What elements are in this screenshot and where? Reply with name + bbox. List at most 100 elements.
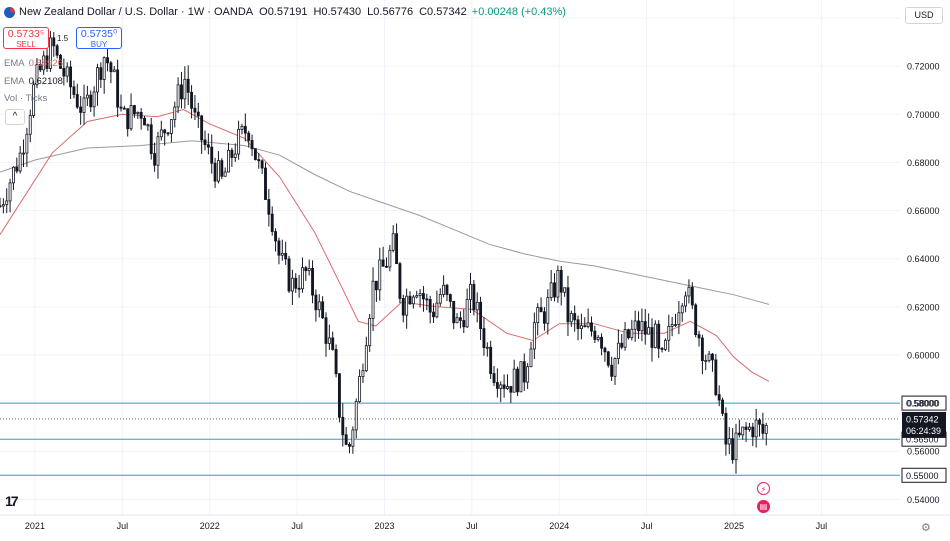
candle-body <box>398 263 402 299</box>
buy-button[interactable]: 0.5735⁰ BUY <box>76 27 122 49</box>
ema-fast-legend[interactable]: EMA 0.58926 <box>4 58 63 69</box>
candle-body <box>418 293 422 296</box>
candle-body <box>180 84 183 100</box>
currency-selector[interactable]: USD <box>905 7 943 24</box>
candle-body <box>724 412 728 445</box>
x-tick-label: 2021 <box>25 521 45 531</box>
candle-body <box>539 307 543 313</box>
sell-button[interactable]: 0.5733⁵ SELL <box>3 27 49 49</box>
y-tick-label: 0.72000 <box>907 62 940 72</box>
y-tick-label: 0.70000 <box>907 110 940 120</box>
settings-gear-icon[interactable]: ⚙ <box>921 522 931 534</box>
candle-body <box>737 432 741 436</box>
candle-body <box>351 429 355 447</box>
candle-body <box>512 368 516 393</box>
x-tick-label: 2023 <box>374 521 394 531</box>
ema-slow-label: EMA <box>4 76 25 87</box>
y-tick-label: 0.68000 <box>907 158 940 168</box>
candle-body <box>741 426 745 436</box>
dividend-event-icon[interactable]: ⚡ <box>757 482 770 495</box>
candle-body <box>603 347 607 353</box>
candle-body <box>183 78 187 100</box>
candle-body <box>754 419 758 438</box>
candle-body <box>69 66 73 88</box>
candle-body <box>411 296 415 305</box>
candle-body <box>721 399 724 414</box>
collapse-legend-button[interactable]: ^ <box>5 109 25 125</box>
candle-body <box>704 360 708 362</box>
candle-body <box>660 347 664 350</box>
candle-body <box>559 270 563 293</box>
candle-body <box>304 267 308 272</box>
candle-body <box>714 359 718 395</box>
economic-event-flag-icon[interactable]: ▤ <box>757 500 770 513</box>
candle-body <box>307 268 311 272</box>
candle-body <box>495 382 499 389</box>
candle-body <box>613 358 617 377</box>
candle-body <box>89 94 93 108</box>
candle-body <box>623 329 627 348</box>
candle-body <box>327 337 331 344</box>
candle-body <box>253 148 257 160</box>
candle-body <box>146 124 150 127</box>
candle-body <box>576 319 580 329</box>
candle-body <box>751 426 755 438</box>
candle-body <box>707 353 711 361</box>
candle-body <box>267 199 271 215</box>
candle-body <box>32 84 36 116</box>
ema-slow-legend[interactable]: EMA 0.62108 <box>4 76 63 87</box>
candle-body <box>422 293 425 300</box>
x-tick-label: Jul <box>816 521 828 531</box>
candle-body <box>532 322 536 350</box>
candle-body <box>727 438 731 445</box>
candle-body <box>354 401 358 431</box>
candle-body <box>143 117 146 126</box>
candle-body <box>52 37 56 47</box>
candle-body <box>82 97 86 113</box>
candle-body <box>22 152 25 155</box>
candle-body <box>25 133 29 154</box>
candle-body <box>458 317 462 321</box>
last-price-label: 0.57342 <box>906 414 939 424</box>
candle-body <box>556 270 560 298</box>
candle-body <box>566 287 570 323</box>
candle-body <box>536 307 540 324</box>
candle-body <box>519 361 523 393</box>
volume-legend[interactable]: Vol · Ticks <box>4 93 47 104</box>
candle-body <box>596 336 600 340</box>
candle-body <box>85 94 89 99</box>
candle-body <box>368 317 372 347</box>
candle-body <box>401 298 405 316</box>
candle-body <box>516 368 519 393</box>
candle-body <box>106 57 109 64</box>
candle-body <box>606 351 610 366</box>
symbol-title[interactable]: New Zealand Dollar / U.S. Dollar · 1W · … <box>19 6 254 18</box>
buy-price: 0.5735⁰ <box>80 28 118 40</box>
tradingview-logo-icon[interactable]: 17 <box>5 493 19 509</box>
candle-body <box>65 66 69 77</box>
candle-body <box>428 299 432 313</box>
candle-body <box>374 280 378 291</box>
candle-body <box>432 311 435 318</box>
candle-body <box>317 301 321 311</box>
candle-body <box>425 298 429 301</box>
chevron-up-icon: ^ <box>12 111 18 122</box>
candle-body <box>243 125 247 134</box>
candle-body <box>186 78 190 93</box>
candle-body <box>116 69 120 108</box>
candle-body <box>485 346 489 349</box>
candle-body <box>136 111 140 115</box>
candle-body <box>680 305 684 314</box>
candle-body <box>600 336 604 349</box>
candle-body <box>173 106 177 121</box>
candle-body <box>28 115 32 135</box>
candle-body <box>610 364 614 377</box>
open-label: O <box>259 6 268 18</box>
candle-body <box>42 55 46 71</box>
spread-value: 1.5 <box>57 34 69 43</box>
candle-body <box>45 55 49 69</box>
candle-body <box>385 265 388 268</box>
candle-body <box>549 282 553 298</box>
